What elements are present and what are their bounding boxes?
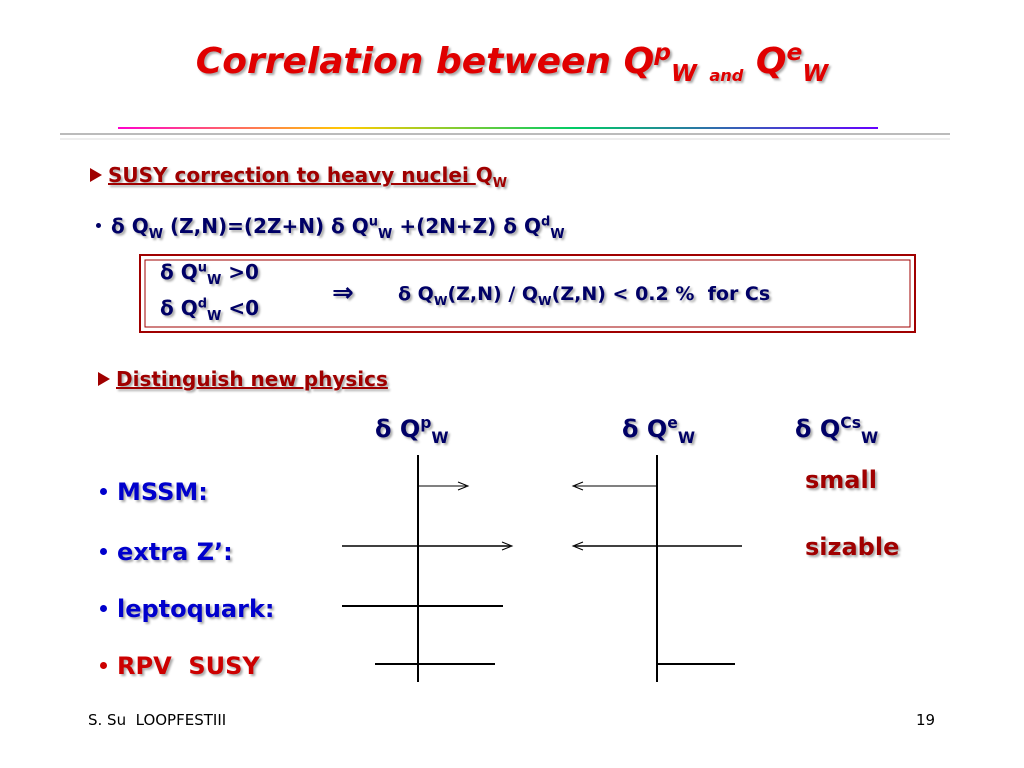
box-line: δ QdW <0 (160, 296, 259, 324)
text: d (197, 296, 208, 312)
arrow: ⇒ (332, 278, 354, 308)
text: W (378, 227, 393, 242)
text: Distinguish new physics (116, 367, 388, 391)
text: >0 (221, 260, 259, 284)
text: Q (475, 163, 493, 187)
text: u (368, 214, 379, 230)
text: and (709, 66, 744, 86)
title: Correlation between QpW and QeW (0, 38, 1024, 87)
text: SUSY correction to heavy nuclei (108, 163, 476, 187)
row-label: leptoquark: (100, 595, 275, 623)
text: RPV SUSY (117, 652, 260, 680)
text: p (654, 38, 671, 66)
text: δ Q (160, 260, 198, 284)
heading: Distinguish new physics (98, 367, 388, 391)
text: W (677, 428, 696, 447)
row-label: RPV SUSY (100, 652, 260, 680)
column-header: δ QeW (622, 414, 695, 447)
text: W (431, 428, 449, 447)
text: W (802, 59, 829, 88)
text: W (860, 428, 879, 447)
formula: δ QW (Z,N)=(2Z+N) δ QuW +(2N+Z) δ QdW (96, 214, 565, 242)
text: W (670, 59, 697, 88)
text: (Z,N) / Q (447, 283, 539, 305)
text: e (786, 38, 803, 66)
cs-label: sizable (805, 533, 900, 561)
row-label: MSSM: (100, 478, 208, 506)
text: (Z,N)=(2Z+N) δ Q (163, 214, 369, 238)
text: u (197, 260, 207, 276)
text: δ Q (795, 415, 841, 443)
text: W (433, 293, 448, 308)
footer-page: 19 (916, 711, 936, 729)
text: W (550, 227, 565, 242)
column-header: δ QCsW (795, 414, 878, 447)
text: W (206, 273, 222, 288)
text: δ Q (375, 415, 421, 443)
rainbow-rule (118, 127, 878, 129)
text: W (148, 227, 164, 242)
text: δ Q (111, 214, 149, 238)
box-result: δ QW(Z,N) / QW(Z,N) < 0.2 % for Cs (398, 283, 770, 308)
text: δ Q (622, 415, 668, 443)
text: Q (755, 41, 787, 82)
column-header: δ QpW (375, 414, 449, 447)
footer-author: S. Su LOOPFESTIII (88, 711, 227, 729)
box-border (139, 254, 916, 333)
heading: SUSY correction to heavy nuclei QW (90, 163, 507, 191)
text: d (540, 214, 551, 230)
text: W (207, 309, 222, 324)
box-line: δ QuW >0 (160, 260, 259, 288)
text: p (420, 414, 432, 432)
text: W (492, 176, 508, 191)
text: δ Q (160, 296, 198, 320)
text: (Z,N) < 0.2 % for Cs (551, 283, 771, 305)
row-label: extra Z’: (100, 538, 233, 566)
box-border (144, 259, 911, 328)
diagram (342, 455, 742, 682)
text: e (667, 414, 678, 432)
text: leptoquark: (117, 595, 275, 623)
text: +(2N+Z) δ Q (392, 214, 541, 238)
text: W (538, 293, 552, 308)
text: <0 (221, 296, 260, 320)
cs-label: small (805, 466, 877, 494)
text: Correlation between Q (195, 41, 655, 82)
text: MSSM: (117, 478, 208, 506)
text: δ Q (398, 283, 434, 305)
text: Cs (840, 414, 861, 432)
text: extra Z’: (117, 538, 233, 566)
